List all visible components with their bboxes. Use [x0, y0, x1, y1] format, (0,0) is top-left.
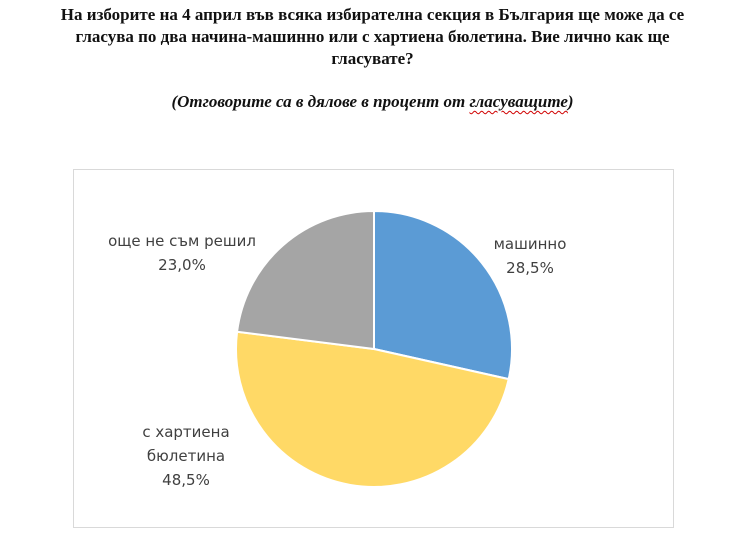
pie-category-label: машинно	[494, 235, 567, 253]
question-line-1: На изборите на 4 април във всяка избират…	[60, 5, 685, 24]
note-prefix: (Отговорите са в дялове в процент от	[171, 92, 470, 111]
pie-category-label: още не съм решил	[108, 232, 256, 250]
pie-value-label: 28,5%	[506, 259, 554, 277]
question-line-2: гласува по два начина-машинно или с харт…	[75, 27, 670, 46]
note-underlined-word: гласуващите	[469, 92, 568, 111]
pie-label-2: с хартиена бюлетина 48,5%	[142, 423, 229, 489]
pie-value-label: 23,0%	[158, 256, 206, 274]
pie-slices	[235, 209, 513, 489]
pie-label-3: още не съм решил 23,0%	[108, 232, 256, 274]
question-line-3: гласувате?	[331, 49, 414, 68]
pie-label-1: машинно 28,5%	[494, 235, 567, 277]
note-suffix: )	[567, 92, 574, 111]
pie-slice-1	[373, 209, 513, 381]
pie-category-label: с хартиена	[142, 423, 229, 441]
pie-category-label: бюлетина	[147, 447, 225, 465]
pie-slice-2	[235, 330, 510, 489]
answer-note: (Отговорите са в дялове в процент от гла…	[0, 92, 745, 112]
question-title: На изборите на 4 април във всяка избират…	[0, 4, 745, 70]
pie-value-label: 48,5%	[162, 471, 210, 489]
pie-labels: машинно 28,5% с хартиена бюлетина 48,5% още н…	[108, 232, 566, 489]
pie-slice-3	[235, 209, 375, 351]
